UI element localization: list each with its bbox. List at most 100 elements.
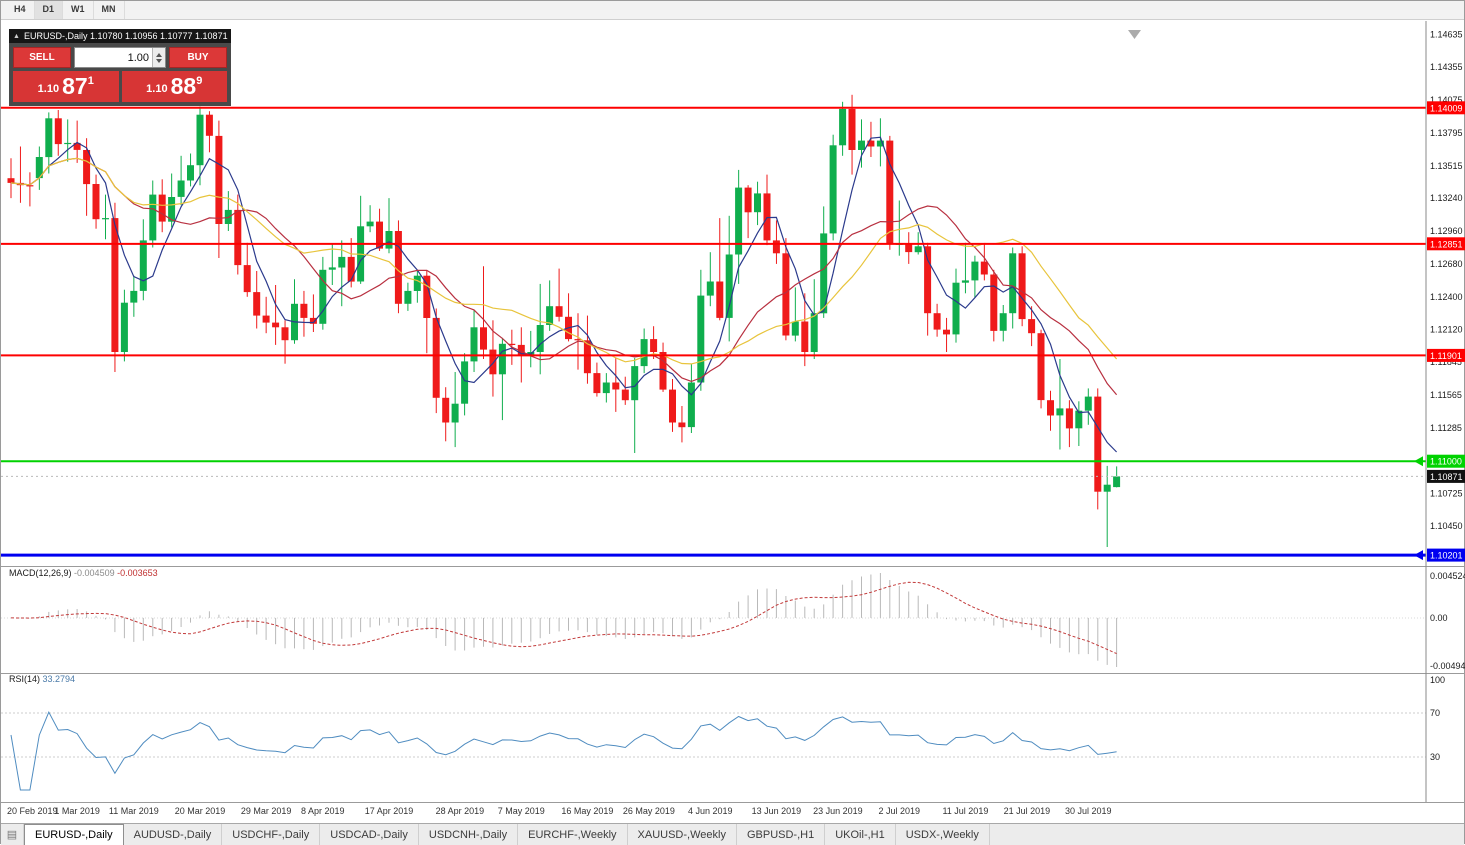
moving-average-13 [10, 157, 1118, 396]
price-tag-1.11901: 1.11901 [1427, 348, 1465, 362]
chart-tab-usdcad-daily[interactable]: USDCAD-,Daily [320, 824, 419, 845]
svg-text:1.11901: 1.11901 [1430, 351, 1462, 361]
macd-indicator-title: MACD(12,26,9) -0.004509 -0.003653 [9, 568, 158, 578]
svg-text:1.11845: 1.11845 [1430, 357, 1462, 367]
svg-text:26 May 2019: 26 May 2019 [623, 806, 675, 816]
svg-text:0.004524: 0.004524 [1430, 571, 1465, 581]
timeframe-button-w1[interactable]: W1 [63, 1, 94, 19]
chart-tab-gbpusd-h1[interactable]: GBPUSD-,H1 [737, 824, 826, 845]
chart-tab-audusd-daily[interactable]: AUDUSD-,Daily [124, 824, 223, 845]
svg-text:1.12680: 1.12680 [1430, 259, 1463, 269]
buy-price-pip: 9 [196, 75, 203, 87]
sell-price-pip: 1 [87, 75, 94, 87]
price-tag-1.12851: 1.12851 [1427, 237, 1465, 251]
price-tag-1.14009: 1.14009 [1427, 101, 1465, 115]
chart-tab-xauusd-weekly[interactable]: XAUUSD-,Weekly [628, 824, 737, 845]
svg-text:30: 30 [1430, 752, 1440, 762]
chart-tab-usdx-weekly[interactable]: USDX-,Weekly [896, 824, 990, 845]
chart-tab-eurchf-weekly[interactable]: EURCHF-,Weekly [518, 824, 628, 845]
svg-text:1.13795: 1.13795 [1430, 128, 1463, 138]
svg-text:1.10871: 1.10871 [1430, 472, 1463, 482]
svg-text:13 Jun 2019: 13 Jun 2019 [752, 806, 802, 816]
chart-tab-usdcnh-daily[interactable]: USDCNH-,Daily [419, 824, 519, 845]
svg-text:20 Mar 2019: 20 Mar 2019 [175, 806, 226, 816]
sell-price-big-digits: 87 [62, 73, 88, 99]
svg-text:1.11565: 1.11565 [1430, 390, 1462, 400]
trade-prices-row: 1.10 87 1 1.10 88 9 [13, 71, 227, 102]
svg-text:1.13240: 1.13240 [1430, 193, 1463, 203]
svg-text:0.00: 0.00 [1430, 613, 1448, 623]
timeframe-toolbar: H4 D1 W1 MN [1, 1, 1464, 20]
moving-average-5 [10, 136, 1118, 453]
svg-text:1.12400: 1.12400 [1430, 292, 1463, 302]
svg-text:8 Apr 2019: 8 Apr 2019 [301, 806, 345, 816]
chart-tab-usdchf-daily[interactable]: USDCHF-,Daily [222, 824, 321, 845]
svg-text:20 Feb 2019: 20 Feb 2019 [7, 806, 58, 816]
collapse-arrow-icon[interactable]: ▲ [13, 32, 20, 40]
candlesticks [7, 94, 1121, 547]
svg-text:16 May 2019: 16 May 2019 [561, 806, 613, 816]
sell-price-display[interactable]: 1.10 87 1 [13, 71, 119, 102]
sell-price-prefix: 1.10 [37, 83, 60, 95]
svg-text:23 Jun 2019: 23 Jun 2019 [813, 806, 863, 816]
moving-average-21 [10, 157, 1118, 365]
symbol-ohlc-text: EURUSD-,Daily 1.10780 1.10956 1.10777 1.… [23, 31, 228, 41]
svg-text:30 Jul 2019: 30 Jul 2019 [1065, 806, 1112, 816]
rsi-label: RSI(14) [9, 674, 41, 684]
svg-text:1.13515: 1.13515 [1430, 161, 1463, 171]
svg-text:1.14009: 1.14009 [1430, 103, 1463, 113]
chart-tab-bar: ▤ EURUSD-,Daily AUDUSD-,Daily USDCHF-,Dail… [1, 823, 1464, 845]
chart-list-icon[interactable]: ▤ [1, 824, 24, 845]
spinner-up-icon[interactable] [156, 52, 162, 57]
timeframe-button-mn[interactable]: MN [94, 1, 125, 19]
rsi-line [10, 711, 1117, 791]
symbol-info-bar[interactable]: ▲ EURUSD-,Daily 1.10780 1.10956 1.10777 … [9, 29, 231, 43]
svg-text:1.10201: 1.10201 [1430, 551, 1463, 561]
price-axis: 1.14635 1.14355 1.14075 1.13795 1.13515 1.132… [1427, 29, 1465, 562]
chart-tabs: EURUSD-,Daily AUDUSD-,Daily USDCHF-,Daily U… [24, 824, 990, 845]
macd-label: MACD(12,26,9) [9, 568, 72, 578]
svg-text:17 Apr 2019: 17 Apr 2019 [365, 806, 414, 816]
rsi-value: 33.2794 [42, 674, 76, 684]
chart-shift-marker-icon[interactable] [1128, 30, 1141, 39]
svg-text:-0.00494: -0.00494 [1430, 661, 1465, 671]
price-tag-1.11000: 1.11000 [1427, 454, 1465, 468]
svg-text:1.10450: 1.10450 [1430, 521, 1463, 531]
spinner-down-icon[interactable] [156, 58, 162, 63]
rsi-indicator-title: RSI(14) 33.2794 [9, 674, 75, 684]
trade-controls-row: SELL 1.00 BUY [13, 47, 227, 68]
sell-button[interactable]: SELL [13, 47, 71, 68]
macd-main-value: -0.004509 [74, 568, 115, 578]
timeframe-button-d1[interactable]: D1 [34, 1, 64, 19]
volume-input[interactable]: 1.00 [74, 47, 166, 68]
chart-tab-eurusd-daily[interactable]: EURUSD-,Daily [24, 824, 124, 845]
macd-signal-line [10, 581, 1117, 655]
volume-value[interactable]: 1.00 [127, 51, 149, 64]
svg-text:1.10725: 1.10725 [1430, 489, 1463, 499]
svg-text:1.11285: 1.11285 [1430, 423, 1462, 433]
buy-price-big-digits: 88 [170, 73, 197, 99]
svg-text:1.12851: 1.12851 [1430, 239, 1463, 249]
svg-text:4 Jun 2019: 4 Jun 2019 [688, 806, 733, 816]
svg-text:70: 70 [1430, 708, 1440, 718]
svg-text:1.14075: 1.14075 [1430, 95, 1463, 105]
svg-text:100: 100 [1430, 675, 1445, 685]
svg-text:28 Apr 2019: 28 Apr 2019 [436, 806, 485, 816]
volume-spinner[interactable] [152, 48, 165, 67]
svg-text:1.11000: 1.11000 [1430, 457, 1462, 467]
buy-price-prefix: 1.10 [146, 83, 168, 95]
one-click-trading-panel: SELL 1.00 BUY 1.10 87 1 1.10 88 9 [9, 43, 231, 106]
timeframe-button-h4[interactable]: H4 [6, 1, 35, 19]
svg-text:11 Jul 2019: 11 Jul 2019 [942, 806, 988, 816]
macd-histogram [19, 573, 1118, 667]
svg-text:11 Mar 2019: 11 Mar 2019 [109, 806, 159, 816]
svg-text:1.14355: 1.14355 [1430, 62, 1463, 72]
chart-tab-ukoil-h1[interactable]: UKOil-,H1 [825, 824, 896, 845]
svg-text:21 Jul 2019: 21 Jul 2019 [1004, 806, 1051, 816]
macd-signal-value: -0.003653 [117, 568, 158, 578]
buy-price-display[interactable]: 1.10 88 9 [121, 71, 227, 102]
buy-button[interactable]: BUY [169, 47, 227, 68]
